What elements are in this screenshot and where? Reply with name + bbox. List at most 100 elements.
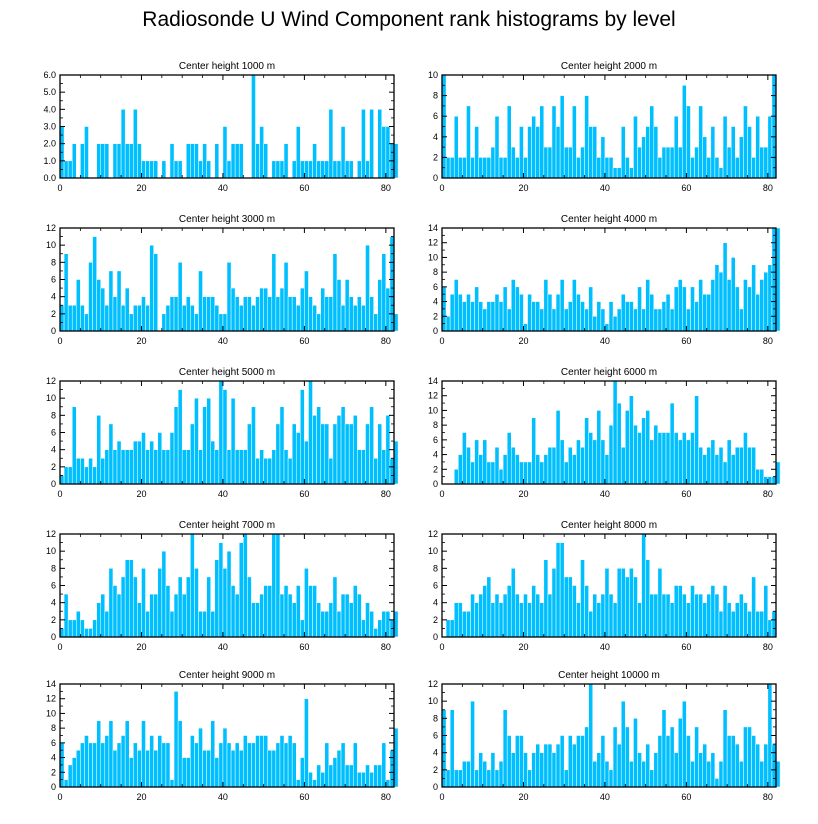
histogram-bar (271, 533, 277, 638)
histogram-bar (177, 160, 183, 179)
histogram-bar (527, 602, 532, 638)
x-tick-label: 40 (600, 792, 610, 802)
histogram-bar (718, 611, 724, 638)
histogram-bar (474, 126, 479, 179)
histogram-bar (92, 619, 97, 638)
histogram-bar (453, 602, 459, 638)
histogram-bar (157, 432, 163, 485)
histogram-bar (494, 769, 500, 788)
histogram-bar (308, 585, 313, 638)
histogram-bar (747, 611, 752, 638)
histogram-bar (584, 726, 589, 788)
histogram-bar (502, 709, 508, 788)
histogram-bar (238, 143, 244, 179)
histogram-bar (576, 157, 581, 179)
histogram-bar (340, 593, 346, 638)
histogram-bar (494, 446, 500, 485)
histogram-bar (120, 109, 126, 179)
histogram-bar (551, 105, 557, 179)
y-tick-label: 10 (428, 252, 438, 262)
histogram-bar (698, 446, 703, 485)
histogram-panel: Center height 7000 m 0 20 40 60 80 0 2 4 6 8 10 12 (46, 520, 399, 652)
histogram-bar (120, 305, 126, 332)
histogram-bar (369, 109, 374, 179)
histogram-bar (502, 454, 508, 485)
x-tick-label: 0 (439, 792, 444, 802)
histogram-bar (743, 279, 748, 332)
histogram-bar (361, 449, 366, 485)
histogram-bar (214, 449, 220, 485)
histogram-bar (88, 628, 93, 638)
histogram-bar (559, 542, 565, 638)
histogram-bar (649, 593, 655, 638)
x-tick-label: 80 (381, 336, 391, 346)
histogram-bar (198, 160, 203, 179)
histogram-panel: Center height 9000 m 0 20 40 60 80 0 2 4 6 8 10 12 14 (46, 670, 399, 802)
histogram-bar (365, 764, 370, 788)
histogram-bar (332, 160, 338, 179)
histogram-bar (665, 293, 671, 332)
histogram-bar (328, 109, 334, 179)
histogram-bar (202, 143, 207, 179)
histogram-bar (222, 313, 228, 332)
histogram-bar (112, 585, 118, 638)
histogram-bar (759, 469, 765, 485)
histogram-bar (230, 143, 236, 179)
histogram-bar (531, 417, 536, 485)
histogram-bar (267, 585, 273, 638)
histogram-bar (80, 458, 85, 485)
y-tick-label: 4 (433, 450, 438, 460)
histogram-bar (535, 126, 541, 179)
histogram-bar (377, 109, 383, 179)
histogram-bar (498, 469, 504, 485)
histogram-bar (531, 585, 536, 638)
y-tick-label: 6 (433, 282, 438, 292)
y-tick-label: 8 (51, 723, 56, 733)
histogram-bar (116, 143, 122, 179)
histogram-bar (210, 611, 216, 638)
histogram-bar (161, 742, 167, 788)
histogram-bar (714, 157, 720, 179)
histogram-bar (763, 476, 769, 485)
y-tick-label: 6.0 (43, 70, 56, 80)
histogram-bar (714, 264, 720, 332)
histogram-bar (149, 735, 154, 788)
histogram-bar (555, 743, 561, 788)
histogram-bar (620, 446, 626, 485)
panel-title: Center height 8000 m (561, 520, 657, 531)
x-tick-label: 80 (763, 642, 773, 652)
histogram-bar (169, 779, 175, 788)
histogram-bar (67, 764, 73, 788)
histogram-bar (177, 576, 183, 638)
histogram-bar (445, 619, 451, 638)
histogram-bar (478, 752, 483, 788)
histogram-bar (63, 466, 69, 485)
histogram-bar (377, 619, 383, 638)
histogram-bar (76, 611, 81, 638)
histogram-bar (316, 602, 321, 638)
histogram-bar (568, 301, 573, 332)
histogram-bar (641, 308, 646, 332)
histogram-bar (304, 698, 309, 788)
x-tick-label: 0 (57, 336, 62, 346)
histogram-bar (361, 619, 366, 638)
histogram-bar (71, 143, 77, 179)
histogram-bar (482, 439, 488, 485)
histogram-bar (96, 279, 101, 332)
histogram-bar (283, 742, 289, 788)
y-tick-label: 8 (51, 410, 56, 420)
x-tick-label: 80 (763, 183, 773, 193)
histogram-bar (385, 287, 391, 332)
histogram-bar (702, 743, 708, 788)
histogram-bar (661, 709, 667, 788)
histogram-bar (381, 611, 387, 638)
histogram-bar (369, 611, 374, 638)
histogram-bar (620, 700, 626, 788)
histogram-bar (608, 424, 614, 485)
histogram-bar (592, 126, 598, 179)
y-tick-label: 2 (51, 767, 56, 777)
histogram-bar (226, 550, 232, 638)
histogram-bar (206, 749, 211, 788)
histogram-bar (206, 576, 211, 638)
histogram-bar (612, 167, 618, 179)
